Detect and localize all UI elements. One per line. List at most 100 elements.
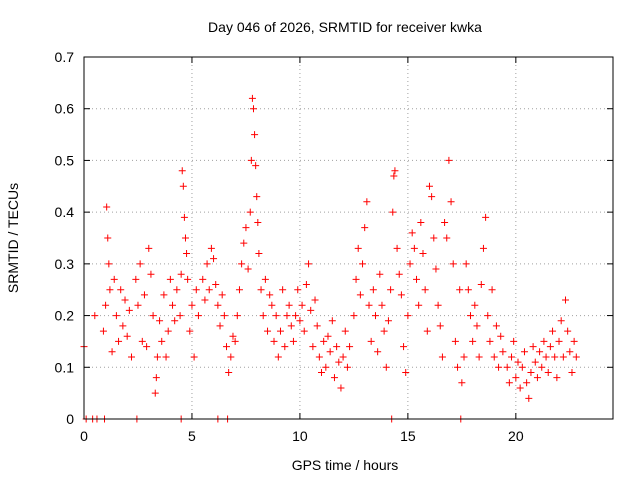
data-point <box>367 337 375 345</box>
y-tick-label: 0.5 <box>55 152 75 168</box>
data-point <box>570 337 578 345</box>
data-point <box>559 353 567 361</box>
data-point <box>531 358 539 366</box>
data-point <box>540 337 548 345</box>
data-point <box>456 286 464 294</box>
data-point <box>242 224 250 232</box>
data-point <box>497 332 505 340</box>
data-point <box>536 348 544 356</box>
data-point <box>449 260 457 268</box>
data-point <box>380 327 388 335</box>
data-point <box>361 224 369 232</box>
data-point <box>173 286 181 294</box>
data-point <box>371 312 379 320</box>
data-point <box>309 343 317 351</box>
data-point <box>451 337 459 345</box>
data-point <box>225 368 233 376</box>
data-point <box>184 275 192 283</box>
data-point <box>477 281 485 289</box>
data-point <box>132 275 140 283</box>
data-point <box>177 270 185 278</box>
data-point <box>160 291 168 299</box>
data-point <box>140 291 148 299</box>
chart-title: Day 046 of 2026, SRMTID for receiver kwk… <box>208 19 482 35</box>
data-point <box>218 291 226 299</box>
data-point <box>359 260 367 268</box>
data-point <box>544 368 552 376</box>
data-point <box>194 312 202 320</box>
data-point <box>136 260 144 268</box>
data-point <box>272 312 280 320</box>
data-point <box>298 301 306 309</box>
data-point <box>246 208 254 216</box>
data-point <box>423 327 431 335</box>
data-point <box>469 337 477 345</box>
data-point <box>523 379 531 387</box>
data-point <box>149 312 157 320</box>
data-point <box>315 353 323 361</box>
data-point <box>384 317 392 325</box>
data-point <box>404 312 412 320</box>
data-point <box>108 348 116 356</box>
data-point <box>247 156 255 164</box>
data-point <box>318 368 326 376</box>
data-point <box>123 332 131 340</box>
data-point <box>557 317 565 325</box>
data-point <box>255 250 263 258</box>
data-point <box>382 363 390 371</box>
data-point <box>387 286 395 294</box>
data-point <box>270 337 278 345</box>
data-point <box>533 374 541 382</box>
data-point <box>307 306 315 314</box>
data-point <box>393 244 401 252</box>
data-point <box>415 301 423 309</box>
data-point <box>512 374 520 382</box>
data-point <box>374 348 382 356</box>
data-point <box>471 301 479 309</box>
data-point <box>179 182 187 190</box>
data-point <box>171 317 179 325</box>
data-point <box>436 322 444 330</box>
data-point <box>322 363 330 371</box>
data-point <box>105 260 113 268</box>
data-point <box>253 193 261 201</box>
data-point <box>326 348 334 356</box>
y-tick-label: 0.2 <box>55 308 75 324</box>
data-point <box>482 213 490 221</box>
data-point <box>276 327 284 335</box>
data-point <box>227 353 235 361</box>
data-point <box>143 343 151 351</box>
data-point <box>292 312 300 320</box>
data-point <box>432 265 440 273</box>
data-point <box>443 234 451 242</box>
data-point <box>484 312 492 320</box>
data-point <box>555 337 563 345</box>
data-point <box>466 312 474 320</box>
data-point <box>153 353 161 361</box>
axis-ticks: 0 0.1 0.2 0.3 0.4 0.5 0.6 0.7 0 5 10 15 20 <box>55 49 613 444</box>
data-point <box>354 244 362 252</box>
data-point <box>99 327 107 335</box>
data-point <box>527 368 535 376</box>
data-point <box>190 353 198 361</box>
data-point <box>479 244 487 252</box>
data-point <box>447 198 455 206</box>
data-point <box>490 353 498 361</box>
x-tick-label: 15 <box>400 428 416 444</box>
data-point <box>289 337 297 345</box>
data-point <box>542 353 550 361</box>
data-point <box>300 327 308 335</box>
data-point <box>328 317 336 325</box>
y-tick-label: 0.7 <box>55 49 75 65</box>
data-point <box>525 394 533 402</box>
data-point <box>212 281 220 289</box>
data-point <box>378 301 386 309</box>
x-tick-label: 20 <box>508 428 524 444</box>
data-point <box>240 239 248 247</box>
data-point <box>335 358 343 366</box>
data-point <box>514 358 522 366</box>
data-point <box>134 301 142 309</box>
data-point <box>145 244 153 252</box>
data-point <box>339 353 347 361</box>
data-point <box>473 322 481 330</box>
